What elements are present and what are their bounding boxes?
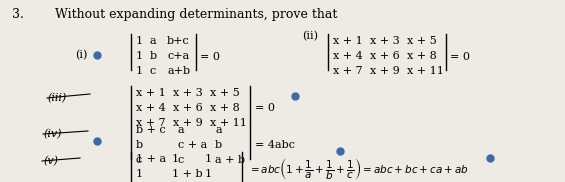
Text: x + 7: x + 7 — [333, 66, 363, 76]
Text: = 4abc: = 4abc — [255, 140, 295, 150]
Text: 1: 1 — [136, 36, 143, 46]
Text: x + 3: x + 3 — [173, 88, 203, 98]
Text: c: c — [178, 155, 184, 165]
Text: $= abc\left(1+\dfrac{1}{a}+\dfrac{1}{b}+\dfrac{1}{c}\right) = abc + bc + ca + ab: $= abc\left(1+\dfrac{1}{a}+\dfrac{1}{b}+… — [248, 156, 469, 182]
Text: x + 7: x + 7 — [136, 118, 166, 128]
Text: b: b — [150, 51, 157, 61]
Text: Without expanding determinants, prove that: Without expanding determinants, prove th… — [55, 8, 337, 21]
Text: (v): (v) — [43, 156, 58, 166]
Text: x + 6: x + 6 — [173, 103, 203, 113]
Text: x + 9: x + 9 — [173, 118, 203, 128]
Text: a: a — [150, 36, 157, 46]
Text: x + 11: x + 11 — [407, 66, 444, 76]
Text: b + c: b + c — [136, 125, 166, 135]
Text: 3.: 3. — [12, 8, 24, 21]
Text: x + 1: x + 1 — [333, 36, 363, 46]
Text: c + a: c + a — [178, 140, 207, 150]
Text: 1: 1 — [136, 66, 143, 76]
Text: x + 4: x + 4 — [333, 51, 363, 61]
Text: x + 8: x + 8 — [210, 103, 240, 113]
Text: b: b — [136, 140, 143, 150]
Text: 1: 1 — [136, 169, 143, 179]
Text: a+b: a+b — [167, 66, 190, 76]
Text: x + 3: x + 3 — [370, 36, 400, 46]
Text: x + 8: x + 8 — [407, 51, 437, 61]
Text: (iv): (iv) — [44, 129, 63, 139]
Text: x + 1: x + 1 — [136, 88, 166, 98]
Text: x + 4: x + 4 — [136, 103, 166, 113]
Text: (ii): (ii) — [302, 31, 318, 41]
Text: a + b: a + b — [215, 155, 245, 165]
Text: (iii): (iii) — [48, 93, 67, 103]
Text: x + 9: x + 9 — [370, 66, 400, 76]
Text: 1: 1 — [205, 154, 212, 164]
Text: = 0: = 0 — [450, 52, 470, 62]
Text: x + 5: x + 5 — [407, 36, 437, 46]
Text: c: c — [136, 155, 142, 165]
Text: 1 + b: 1 + b — [172, 169, 203, 179]
Text: x + 5: x + 5 — [210, 88, 240, 98]
Text: = 0: = 0 — [200, 52, 220, 62]
Text: x + 11: x + 11 — [210, 118, 247, 128]
Text: 1 + a: 1 + a — [136, 154, 166, 164]
Text: b+c: b+c — [167, 36, 190, 46]
Text: (i): (i) — [75, 50, 88, 60]
Text: a: a — [215, 125, 221, 135]
Text: = 0: = 0 — [255, 103, 275, 113]
Text: 1: 1 — [136, 51, 143, 61]
Text: a: a — [178, 125, 185, 135]
Text: c+a: c+a — [167, 51, 189, 61]
Text: x + 6: x + 6 — [370, 51, 400, 61]
Text: 1: 1 — [172, 154, 179, 164]
Text: b: b — [215, 140, 222, 150]
Text: 1: 1 — [205, 169, 212, 179]
Text: c: c — [150, 66, 157, 76]
